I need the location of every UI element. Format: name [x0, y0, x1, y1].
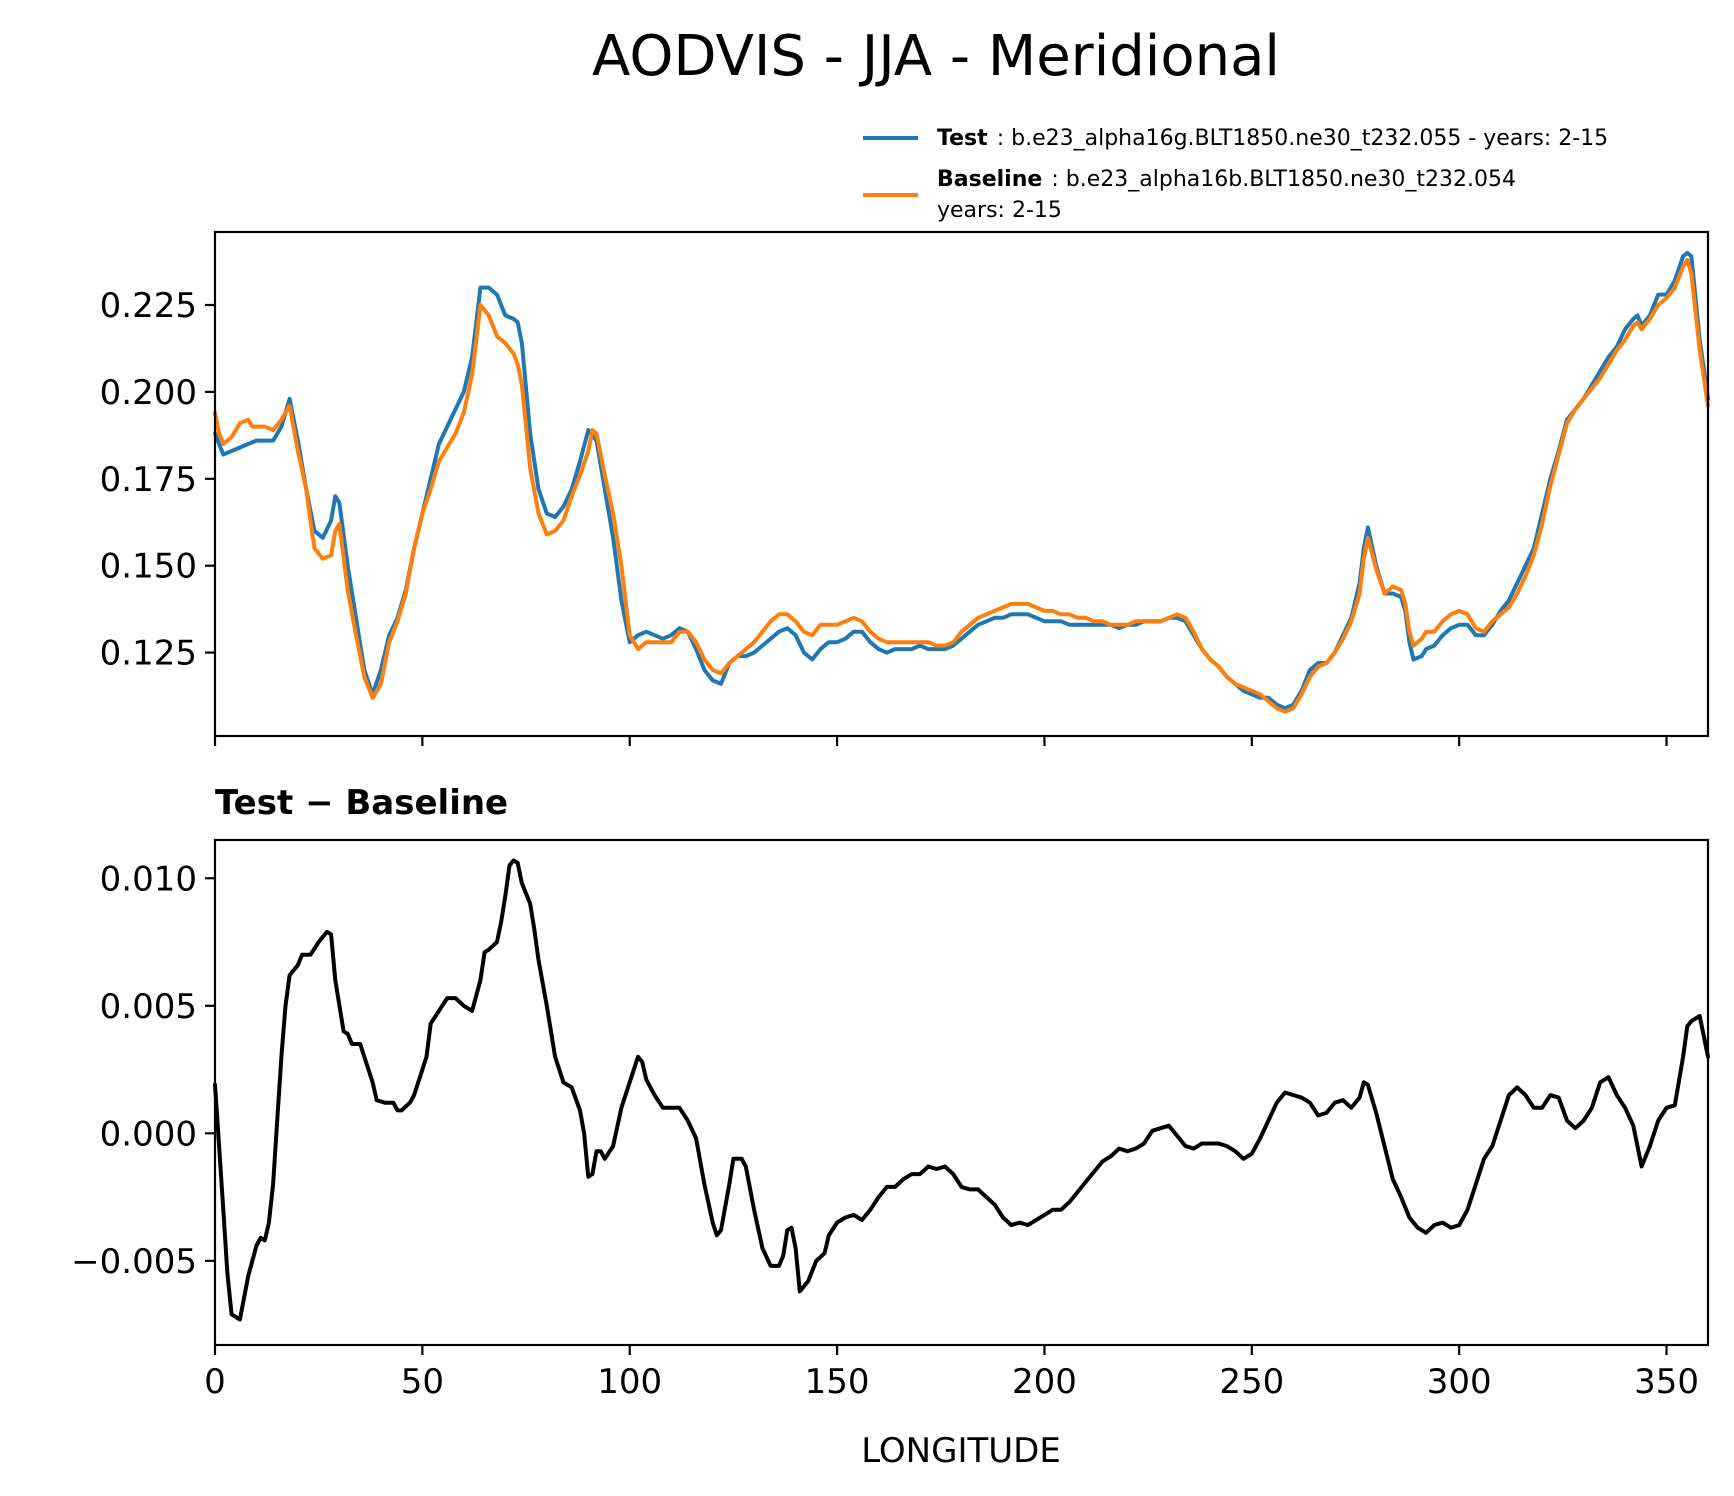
- legend-desc-test: : b.e23_alpha16g.BLT1850.ne30_t232.055 -…: [997, 126, 1608, 151]
- x-tick-label: 100: [597, 1362, 662, 1402]
- top-plot-area: [213, 230, 1710, 738]
- series-line-test: [213, 250, 1710, 711]
- x-tick-label: 350: [1634, 1362, 1699, 1402]
- x-tick-label: 0: [204, 1362, 226, 1402]
- x-tick-label: 300: [1427, 1362, 1492, 1402]
- y-tick-label: 0.010: [100, 859, 197, 899]
- series-line-test-baseline: [213, 858, 1710, 1322]
- y-tick-label: −0.005: [71, 1242, 197, 1282]
- y-tick-label: 0.005: [100, 987, 197, 1027]
- y-tick-label: 0.000: [100, 1114, 197, 1154]
- bottom-panel: −0.005 0.000 0.005 0.010 0 50 100 150 200 250 300…: [71, 838, 1710, 1402]
- legend-entry-test: Test : b.e23_alpha16g.BLT1850.ne30_t232.…: [937, 126, 1608, 151]
- legend-entry-baseline: Baseline : b.e23_alpha16b.BLT1850.ne30_t…: [937, 167, 1516, 192]
- chart-title: AODVIS - JJA - Meridional: [592, 24, 1280, 89]
- series-line-baseline: [213, 257, 1710, 714]
- x-tick-label: 250: [1219, 1362, 1284, 1402]
- top-series: [213, 250, 1710, 714]
- legend-desc-baseline-years: years: 2-15: [937, 198, 1062, 223]
- difference-title: Test − Baseline: [215, 783, 508, 823]
- legend-label-baseline: Baseline: [937, 167, 1042, 192]
- legend: Test : b.e23_alpha16g.BLT1850.ne30_t232.…: [863, 126, 1608, 223]
- x-tick-label: 200: [1012, 1362, 1077, 1402]
- top-x-ticks: [213, 736, 1668, 746]
- x-axis-label: LONGITUDE: [861, 1431, 1061, 1471]
- x-tick-label: 50: [401, 1362, 444, 1402]
- bottom-plot-area: [213, 838, 1710, 1347]
- y-tick-label: 0.225: [100, 286, 197, 326]
- y-tick-label: 0.150: [100, 547, 197, 587]
- bottom-y-ticks: −0.005 0.000 0.005 0.010: [71, 859, 215, 1282]
- bottom-x-ticks: 0 50 100 150 200 250 300 350: [204, 1345, 1699, 1402]
- x-tick-label: 150: [805, 1362, 870, 1402]
- y-tick-label: 0.175: [100, 460, 197, 500]
- top-panel: 0.125 0.150 0.175 0.200 0.225: [100, 230, 1710, 746]
- legend-desc-baseline: : b.e23_alpha16b.BLT1850.ne30_t232.054: [1051, 167, 1516, 192]
- legend-label-test: Test: [937, 126, 988, 151]
- top-y-ticks: 0.125 0.150 0.175 0.200 0.225: [100, 286, 215, 674]
- y-tick-label: 0.125: [100, 634, 197, 674]
- y-tick-label: 0.200: [100, 373, 197, 413]
- bottom-series: [213, 858, 1710, 1322]
